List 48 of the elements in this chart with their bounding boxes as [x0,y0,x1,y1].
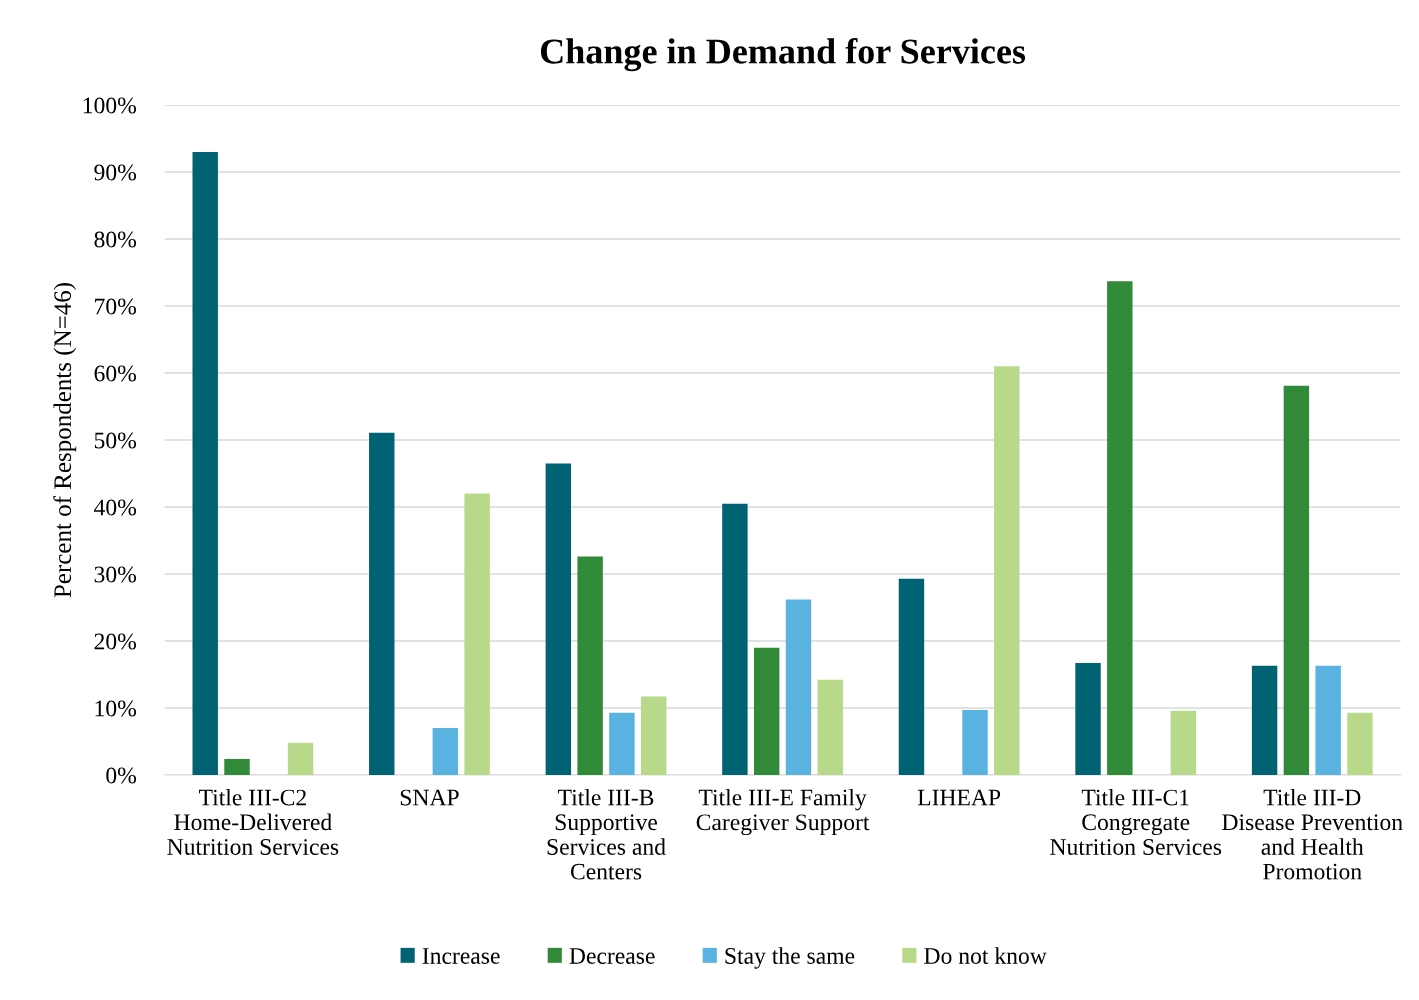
chart-title: Change in Demand for Services [540,37,1026,72]
x-tick-label: Title III-B Supportive Services and Centers [547,788,666,880]
x-tick-label: Title III-D Disease Prevention and Health Promotion [1222,788,1403,880]
bar [609,712,635,775]
y-tick-label: 80% [94,231,137,248]
bar [785,599,812,775]
bar [817,679,843,775]
legend-label: Decrease [569,948,655,964]
legend-label: Do not know [924,947,1047,964]
y-tick-label: 10% [95,700,137,717]
y-tick-label: 40% [94,499,137,516]
y-tick-label: 90% [94,164,137,181]
y-tick-label: 70% [95,298,137,315]
bar [898,578,925,775]
bar [1170,710,1197,775]
bar [1251,665,1278,775]
bar [369,432,395,775]
y-tick-label: 0% [106,767,137,784]
y-tick-label: 30% [94,566,137,583]
legend-label: Increase [422,948,500,964]
bar [545,463,572,775]
bar [1315,665,1341,775]
bar [1107,281,1133,775]
bar [464,493,490,775]
bar [432,728,459,775]
y-tick-label: 50% [94,432,137,449]
x-tick-label: Title III-C2 Home-Delivered Nutrition Services [167,788,339,855]
bar [224,758,250,775]
bar [640,696,667,775]
bar [994,366,1020,775]
bar [962,710,988,775]
bar [192,151,218,775]
bar [1283,385,1310,775]
x-tick-label: LIHEAP [917,789,1001,806]
y-tick-label: 100% [83,97,137,114]
bar [722,503,748,775]
y-tick-label: 20% [94,633,137,650]
y-tick-label: 60% [94,365,137,382]
bar [753,647,780,775]
bar [1075,663,1101,775]
y-axis-title: Percent of Respondents (N=46) [53,283,77,598]
x-tick-label: SNAP [400,789,459,806]
x-tick-label: Title III-E Family Caregiver Support [696,788,870,836]
bar [577,556,603,775]
bar [1347,712,1373,775]
x-tick-label: Title III-C1 Congregate Nutrition Services [1050,788,1222,855]
legend-label: Stay the same [725,947,855,969]
bar [287,742,314,775]
